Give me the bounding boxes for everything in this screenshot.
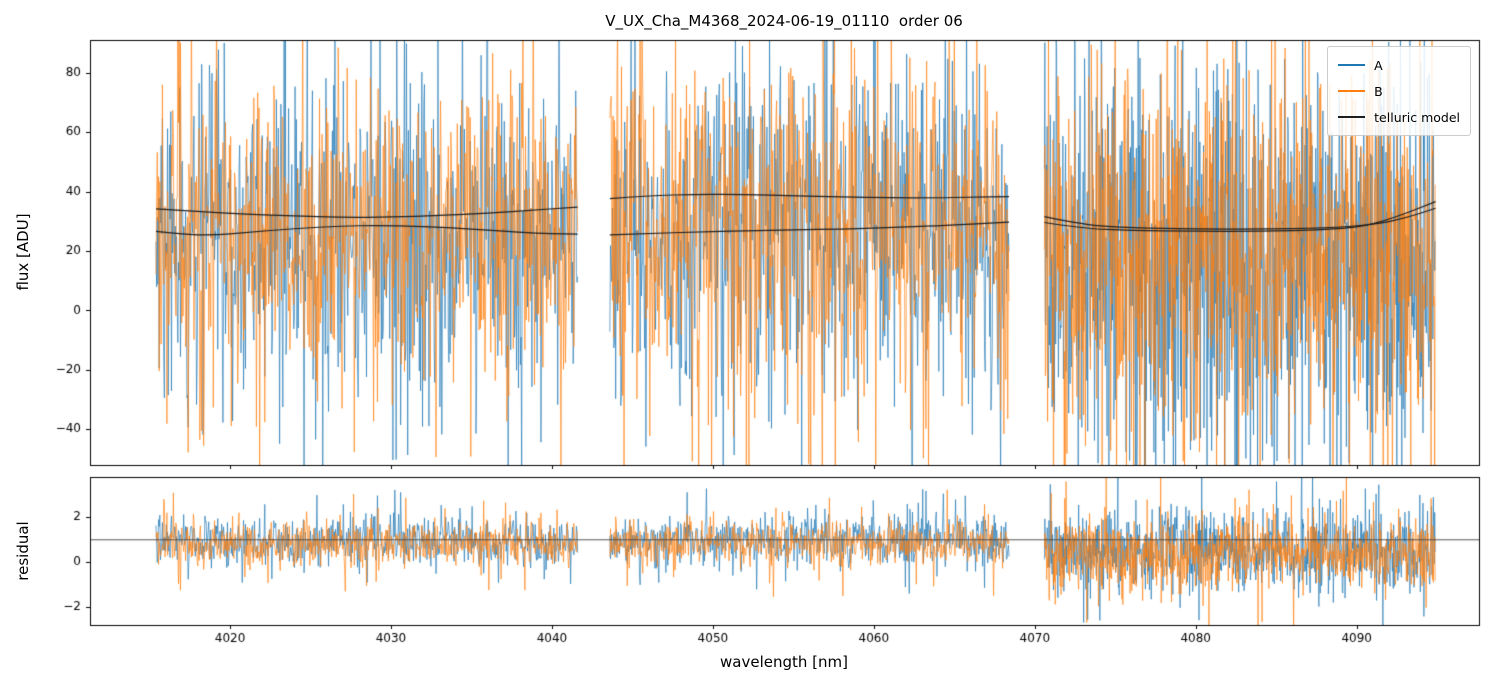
legend: A B telluric model <box>1327 46 1471 136</box>
legend-line-telluric-icon <box>1338 116 1366 118</box>
x-axis-label: wavelength [nm] <box>720 653 848 671</box>
legend-label-b: B <box>1374 83 1383 99</box>
flux-y-axis-label: flux [ADU] <box>14 213 32 291</box>
legend-entry-a: A <box>1338 52 1460 78</box>
legend-line-a-icon <box>1338 64 1366 66</box>
legend-label-telluric: telluric model <box>1374 109 1460 125</box>
legend-line-b-icon <box>1338 90 1366 92</box>
legend-entry-telluric: telluric model <box>1338 104 1460 130</box>
chart-title: V_UX_Cha_M4368_2024-06-19_01110 order 06 <box>605 12 963 30</box>
legend-entry-b: B <box>1338 78 1460 104</box>
legend-label-a: A <box>1374 57 1383 73</box>
residual-y-axis-label: residual <box>14 521 32 581</box>
